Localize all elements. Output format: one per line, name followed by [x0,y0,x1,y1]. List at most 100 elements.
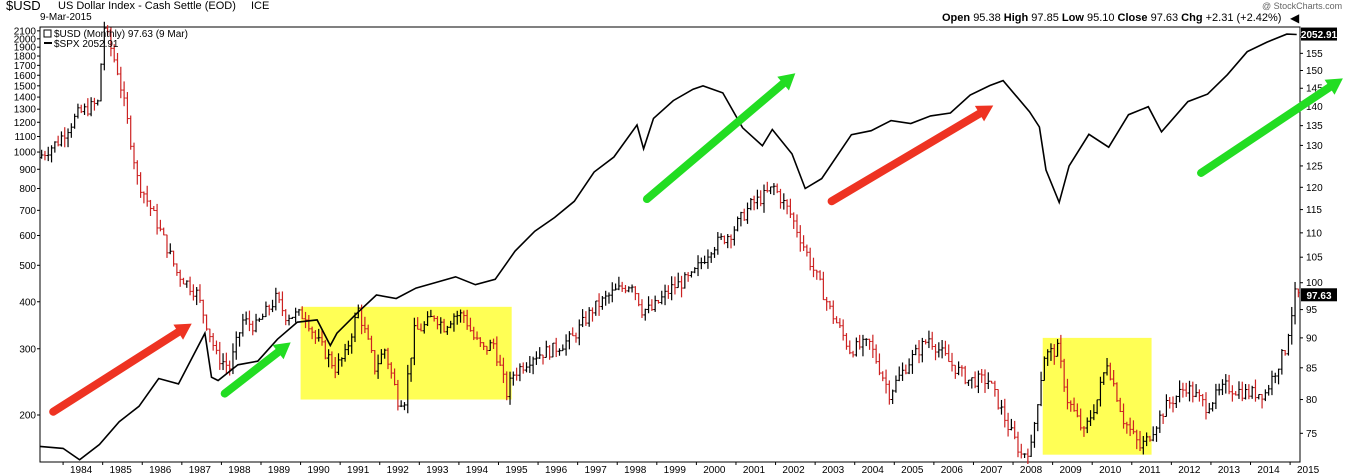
x-tick-label: 2006 [941,465,964,474]
x-tick-label: 2002 [782,465,805,474]
x-tick-label: 1995 [505,465,528,474]
x-tick-label: 1992 [387,465,410,474]
right-tick-label: 140 [1306,102,1323,113]
left-tick-label: 300 [19,344,36,355]
x-tick-label: 1985 [110,465,133,474]
high-value: 97.85 [1031,12,1059,24]
x-tick-label: 1998 [624,465,647,474]
x-tick-label: 2008 [1020,465,1043,474]
right-tick-label: 155 [1306,49,1323,60]
right-tick-label: 115 [1306,205,1322,216]
spx-legend-label: $SPX 2052.91 [54,39,119,50]
right-tick-label: 75 [1306,429,1318,440]
trend-arrow-5 [1197,78,1343,177]
x-tick-label: 2000 [703,465,726,474]
left-tick-label: 800 [19,184,36,195]
symbol: $USD [6,0,41,13]
left-tick-label: 400 [19,297,36,308]
right-tick-label: 80 [1306,395,1318,406]
left-tick-label: 1800 [14,52,37,63]
x-tick-label: 2003 [822,465,845,474]
left-tick-label: 700 [19,206,36,217]
low-value: 95.10 [1086,12,1115,24]
usd-bars [40,21,1300,465]
high-label: High [1003,12,1029,24]
left-tick-label: 900 [19,165,36,176]
usd-last-badge: 97.63 [1301,288,1337,302]
x-tick-label: 2010 [1099,465,1122,474]
arrow-head [272,342,291,360]
open-value: 95.38 [973,12,1001,24]
left-tick-label: 1300 [14,105,37,116]
trend-arrow-2 [220,342,291,398]
left-tick-label: 1200 [14,118,37,129]
x-tick-label: 1993 [426,465,449,474]
usd-last-badge-box [1301,288,1337,302]
right-tick-label: 95 [1306,305,1318,316]
close-value: 97.63 [1150,12,1179,24]
arrow-shaft [642,79,788,204]
left-tick-label: 600 [19,231,36,242]
x-tick-label: 1984 [70,465,93,474]
x-tick-label: 1989 [268,465,291,474]
x-tick-label: 2011 [1139,465,1161,474]
left-tick-label: 2000 [14,34,37,45]
x-tick-label: 2009 [1059,465,1082,474]
left-tick-label: 200 [19,410,36,421]
low-label: Low [1061,12,1084,24]
usd-last-badge-text: 97.63 [1306,291,1331,302]
right-tick-label: 100 [1306,278,1323,289]
x-tick-label: 1988 [228,465,251,474]
chart-header: $USD US Dollar Index - Cash Settle (EOD)… [0,0,1357,26]
trend-arrow-4 [827,105,994,206]
x-tick-label: 2013 [1218,465,1241,474]
x-tick-label: 1994 [466,465,489,474]
x-tick-label: 1997 [585,465,608,474]
highlight-box-1 [300,306,512,400]
arrow-shaft [220,348,283,398]
instrument-name: US Dollar Index - Cash Settle (EOD) [58,0,236,12]
left-tick-label: 1700 [14,61,37,72]
spx-last-badge-text: 2052.91 [1301,30,1338,41]
right-tick-label: 85 [1306,363,1318,374]
arrow-head [1324,78,1343,95]
ohlc-readout: Open 95.38 High 97.85 Low 95.10 Close 97… [942,12,1281,24]
x-tick-label: 1990 [307,465,330,474]
right-tick-label: 150 [1306,66,1323,77]
x-tick-label: 2012 [1178,465,1201,474]
left-tick-label: 1100 [14,132,36,143]
right-tick-label: 110 [1306,228,1322,239]
spx-last-badge-box [1301,27,1337,41]
x-tick-label: 2001 [743,465,766,474]
right-tick-label: 130 [1306,141,1323,152]
right-tick-label: 145 [1306,84,1323,95]
arrow-head [974,105,994,122]
right-tick-label: 135 [1306,121,1323,132]
x-tick-label: 2015 [1297,465,1320,474]
x-tick-label: 1991 [347,465,370,474]
x-tick-label: 2014 [1257,465,1280,474]
x-tick-label: 2004 [862,465,885,474]
close-label: Close [1117,12,1148,24]
right-tick-label: 90 [1306,333,1318,344]
chg-value: +2.31 (+2.42%) [1205,12,1282,24]
watermark: @ StockCharts.com [1262,1,1343,11]
left-tick-label: 1500 [14,81,37,92]
x-tick-label: 2007 [980,465,1003,474]
left-tick-label: 1400 [14,93,37,104]
x-tick-label: 1986 [149,465,172,474]
arrow-shaft [827,109,984,206]
trend-arrow-1 [49,323,192,416]
left-tick-label: 1900 [14,43,37,54]
exchange: ICE [251,0,270,12]
left-tick-label: 1000 [14,148,37,159]
x-tick-label: 1996 [545,465,568,474]
spx-line [39,33,1297,461]
left-tick-label: 1600 [14,71,37,82]
spx-last-badge: 2052.91 [1301,27,1338,41]
x-tick-label: 1999 [664,465,687,474]
left-tick-label: 2100 [14,26,37,37]
legend: $USD (Monthly) 97.63 (9 Mar)$SPX 2052.91 [43,29,188,50]
collapse-icon[interactable]: ◀ [1290,11,1300,25]
